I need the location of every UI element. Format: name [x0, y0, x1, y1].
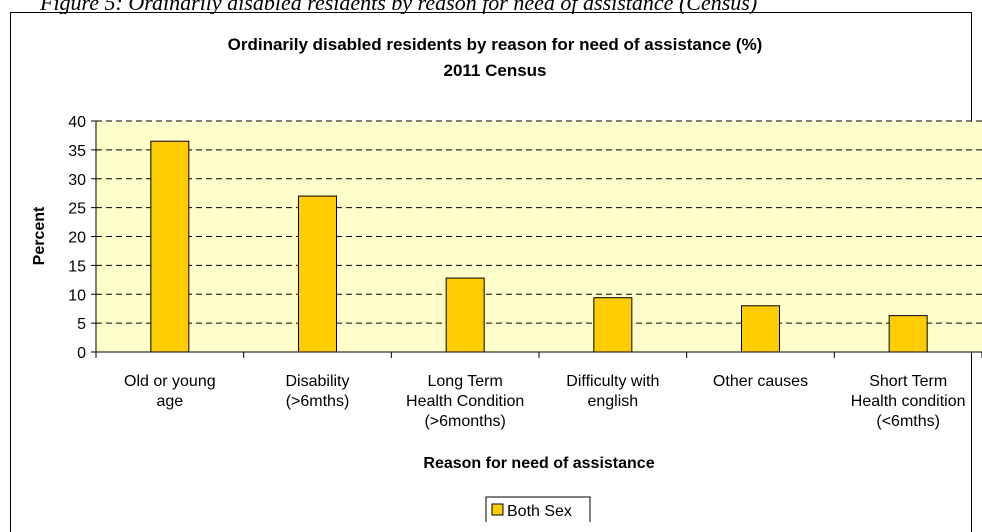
chart-subtitle: 2011 Census	[443, 61, 546, 80]
y-tick-label: 5	[77, 316, 86, 333]
y-tick-label: 25	[68, 201, 86, 218]
y-tick-label: 15	[68, 258, 86, 275]
y-tick-labels: 0 5 10 15 20 25 30 35 40	[68, 114, 86, 362]
x-category-label: Difficulty with english	[566, 373, 659, 410]
bar	[741, 305, 780, 353]
bar	[150, 140, 190, 353]
y-tick-label: 30	[68, 172, 86, 189]
bar	[888, 315, 928, 353]
x-category-label: Old or young age	[124, 373, 216, 410]
x-category-label: Short Term Health condition (<6mths)	[851, 373, 966, 430]
x-category-label: Long Term Health Condition (>6months)	[406, 373, 524, 430]
gridlines	[96, 120, 982, 324]
x-category-label: Other causes	[713, 373, 808, 390]
y-tick-label: 40	[68, 114, 86, 131]
axes	[91, 120, 982, 358]
bar	[593, 297, 633, 353]
x-axis-title: Reason for need of assistance	[423, 455, 654, 472]
x-category-labels: Old or young age Disability (>6mths) Long Te…	[124, 373, 966, 430]
bar	[445, 277, 485, 353]
legend: Both Sex	[485, 496, 591, 522]
bar	[298, 195, 337, 353]
legend-label: Both Sex	[507, 503, 572, 520]
chart-title: Ordinarily disabled residents by reason …	[228, 35, 763, 54]
y-axis-title: Percent	[31, 206, 48, 265]
legend-swatch	[491, 503, 504, 516]
y-tick-label: 0	[77, 345, 86, 362]
x-category-label: Disability (>6mths)	[285, 373, 349, 410]
y-tick-label: 10	[68, 287, 86, 304]
figure-caption: Figure 5: Ordinarily disabled residents …	[40, 0, 758, 14]
y-tick-label: 35	[68, 143, 86, 160]
y-tick-label: 20	[68, 230, 86, 247]
